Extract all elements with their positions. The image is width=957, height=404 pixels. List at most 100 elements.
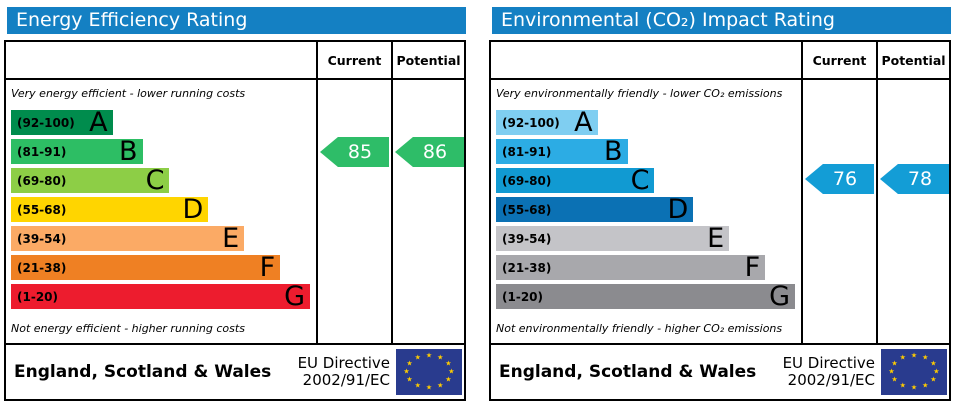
rating-band-c: (69-80) C [11,167,170,194]
environmental-current-column-header: Current [801,42,876,78]
rating-band-row: (69-80) C [496,165,795,196]
band-letter: A [574,107,593,138]
rating-band-row: (92-100) A [11,107,310,138]
rating-band-b: (81-91) B [496,136,628,167]
environmental-table-header: Current Potential [491,42,949,80]
eu-flag-star: ★ [406,359,413,368]
eu-flag-star: ★ [930,375,937,384]
band-range-label: (1-20) [502,289,543,304]
environmental-rating-table: Current Potential Very environmentally f… [489,40,951,401]
rating-band-row: (39-54) E [496,225,795,252]
band-range-label: (69-80) [502,173,552,188]
eu-flag-icon: ★ ★ ★ ★ ★ ★ ★ ★ ★ ★ ★ ★ [881,349,947,395]
eu-flag-star: ★ [888,367,895,376]
eu-flag-star: ★ [445,359,452,368]
current-rating-arrow: 85 [320,137,389,167]
eu-flag-star: ★ [922,353,929,362]
energy-header-spacer [6,42,316,78]
eu-flag-star: ★ [899,353,906,362]
rating-band-d: (55-68) D [11,194,209,225]
current-rating-value: 85 [347,141,373,163]
eu-flag-star: ★ [445,375,452,384]
band-letter: E [222,223,240,254]
band-range-label: (92-100) [502,115,560,130]
eu-flag-star: ★ [891,359,898,368]
eu-flag-star: ★ [425,383,433,392]
energy-bands: (92-100) A (81-91) B (69-80) C (55-68) D (39… [11,107,310,310]
rating-band-g: (1-20) G [496,281,795,312]
eu-flag-star: ★ [406,375,413,384]
eu-directive-line2: 2002/91/EC [302,371,390,389]
eu-directive-label: EU Directive 2002/91/EC [782,353,875,390]
band-range-label: (21-38) [17,260,67,275]
energy-potential-cell: 86 [391,80,464,343]
eu-flag-star: ★ [922,381,929,390]
band-letter: G [769,281,790,312]
band-range-label: (81-91) [17,144,67,159]
band-range-label: (1-20) [17,289,58,304]
potential-rating-arrow: 86 [395,137,464,167]
energy-panel-title: Energy Efficiency Rating [7,7,466,34]
eu-flag-star: ★ [910,383,918,392]
potential-rating-value: 86 [422,141,448,163]
potential-rating-value: 78 [907,168,933,190]
band-range-label: (21-38) [502,260,552,275]
eu-flag-star: ★ [437,353,444,362]
energy-efficiency-panel: Energy Efficiency Rating Current Potenti… [4,3,466,401]
rating-band-b: (81-91) B [11,136,143,167]
energy-potential-column-header: Potential [391,42,464,78]
band-letter: D [182,194,204,225]
current-rating-value: 76 [832,168,858,190]
rating-band-row: (21-38) F [11,252,310,283]
band-letter: C [630,165,650,196]
environmental-panel-title: Environmental (CO₂) Impact Rating [492,7,951,34]
rating-band-row: (92-100) A [496,107,795,138]
environmental-band-chart: Very environmentally friendly - lower CO… [491,80,801,343]
environmental-table-body: Very environmentally friendly - lower CO… [491,80,949,343]
environmental-footer: England, Scotland & Wales EU Directive 2… [491,343,949,399]
band-letter: F [259,252,276,283]
band-range-label: (92-100) [17,115,75,130]
eu-directive-line1: EU Directive [297,353,390,372]
band-range-label: (55-68) [502,202,552,217]
band-letter: A [89,107,108,138]
rating-band-row: (81-91) B [11,136,310,167]
current-rating-arrow: 76 [805,164,874,194]
eu-directive-label: EU Directive 2002/91/EC [297,353,390,390]
band-range-label: (39-54) [502,231,552,246]
rating-band-row: (55-68) D [11,194,310,225]
rating-band-f: (21-38) F [11,252,281,283]
band-range-label: (55-68) [17,202,67,217]
band-letter: F [744,252,761,283]
band-letter: B [119,136,138,167]
energy-table-header: Current Potential [6,42,464,80]
rating-band-d: (55-68) D [496,194,694,225]
eu-directive-line1: EU Directive [782,353,875,372]
environmental-potential-column-header: Potential [876,42,949,78]
energy-current-cell: 85 [316,80,391,343]
energy-table-body: Very energy efficient - lower running co… [6,80,464,343]
eu-flag-star: ★ [448,367,455,376]
energy-band-chart: Very energy efficient - lower running co… [6,80,316,343]
energy-top-caption: Very energy efficient - lower running co… [11,87,246,100]
eu-flag-star: ★ [414,353,421,362]
rating-band-row: (21-38) F [496,252,795,283]
energy-bottom-caption: Not energy efficient - higher running co… [11,322,245,335]
rating-band-a: (92-100) A [11,107,113,138]
band-letter: D [667,194,689,225]
energy-current-column-header: Current [316,42,391,78]
rating-band-row: (1-20) G [496,281,795,312]
environmental-impact-panel: Environmental (CO₂) Impact Rating Curren… [489,3,951,401]
band-letter: B [604,136,623,167]
environmental-header-spacer [491,42,801,78]
rating-band-e: (39-54) E [11,223,245,254]
rating-band-c: (69-80) C [496,165,655,196]
rating-band-row: (39-54) E [11,223,310,254]
environmental-bands: (92-100) A (81-91) B (69-80) C (55-68) D (39… [496,107,795,312]
eu-flag-star: ★ [891,375,898,384]
energy-footer: England, Scotland & Wales EU Directive 2… [6,343,464,399]
band-range-label: (81-91) [502,144,552,159]
eu-flag-star: ★ [414,381,421,390]
rating-band-row: (69-80) C [11,167,310,194]
